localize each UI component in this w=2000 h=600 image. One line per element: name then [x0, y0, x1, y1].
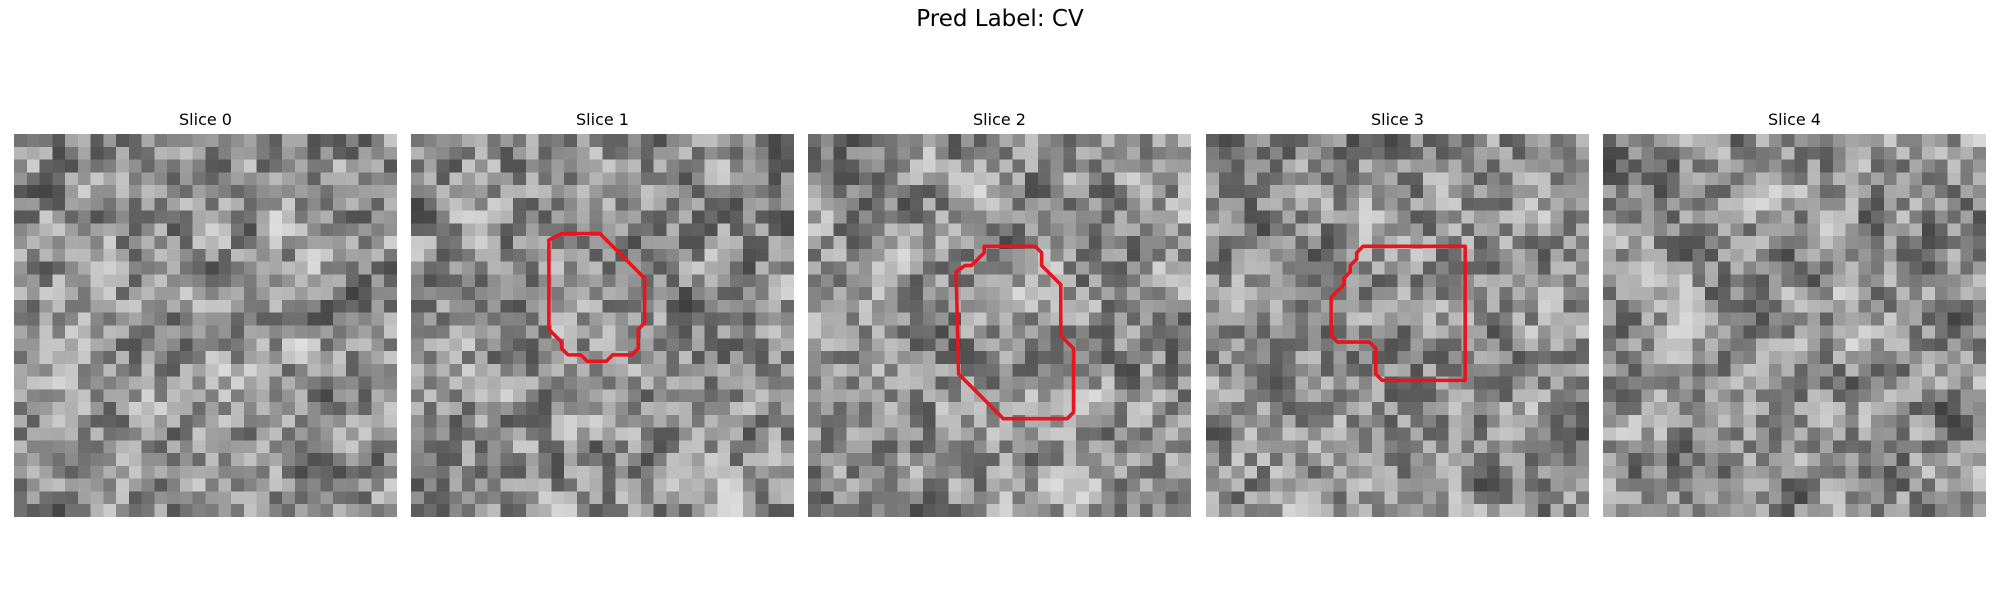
- lesion-contour-3: [1329, 244, 1467, 383]
- slice-panel-4: Slice 4: [1603, 108, 1986, 517]
- slice-panel-2: Slice 2: [808, 108, 1191, 517]
- lesion-contour-2: [954, 244, 1076, 421]
- slice-title-0: Slice 0: [179, 110, 232, 129]
- slice-title-2: Slice 2: [973, 110, 1026, 129]
- slice-title-4: Slice 4: [1768, 110, 1821, 129]
- slice-title-1: Slice 1: [576, 110, 629, 129]
- slice-panel-1: Slice 1: [411, 108, 794, 517]
- slice-image-0: [14, 134, 397, 517]
- slice-image-3: [1206, 134, 1589, 517]
- slice-image-2: [808, 134, 1191, 517]
- figure-title: Pred Label: CV: [916, 6, 1084, 32]
- slice-panel-0: Slice 0: [14, 108, 397, 517]
- slice-image-4: [1603, 134, 1986, 517]
- lesion-contour-1: [547, 231, 647, 364]
- slice-panel-3: Slice 3: [1206, 108, 1589, 517]
- slice-image-1: [411, 134, 794, 517]
- slice-title-3: Slice 3: [1371, 110, 1424, 129]
